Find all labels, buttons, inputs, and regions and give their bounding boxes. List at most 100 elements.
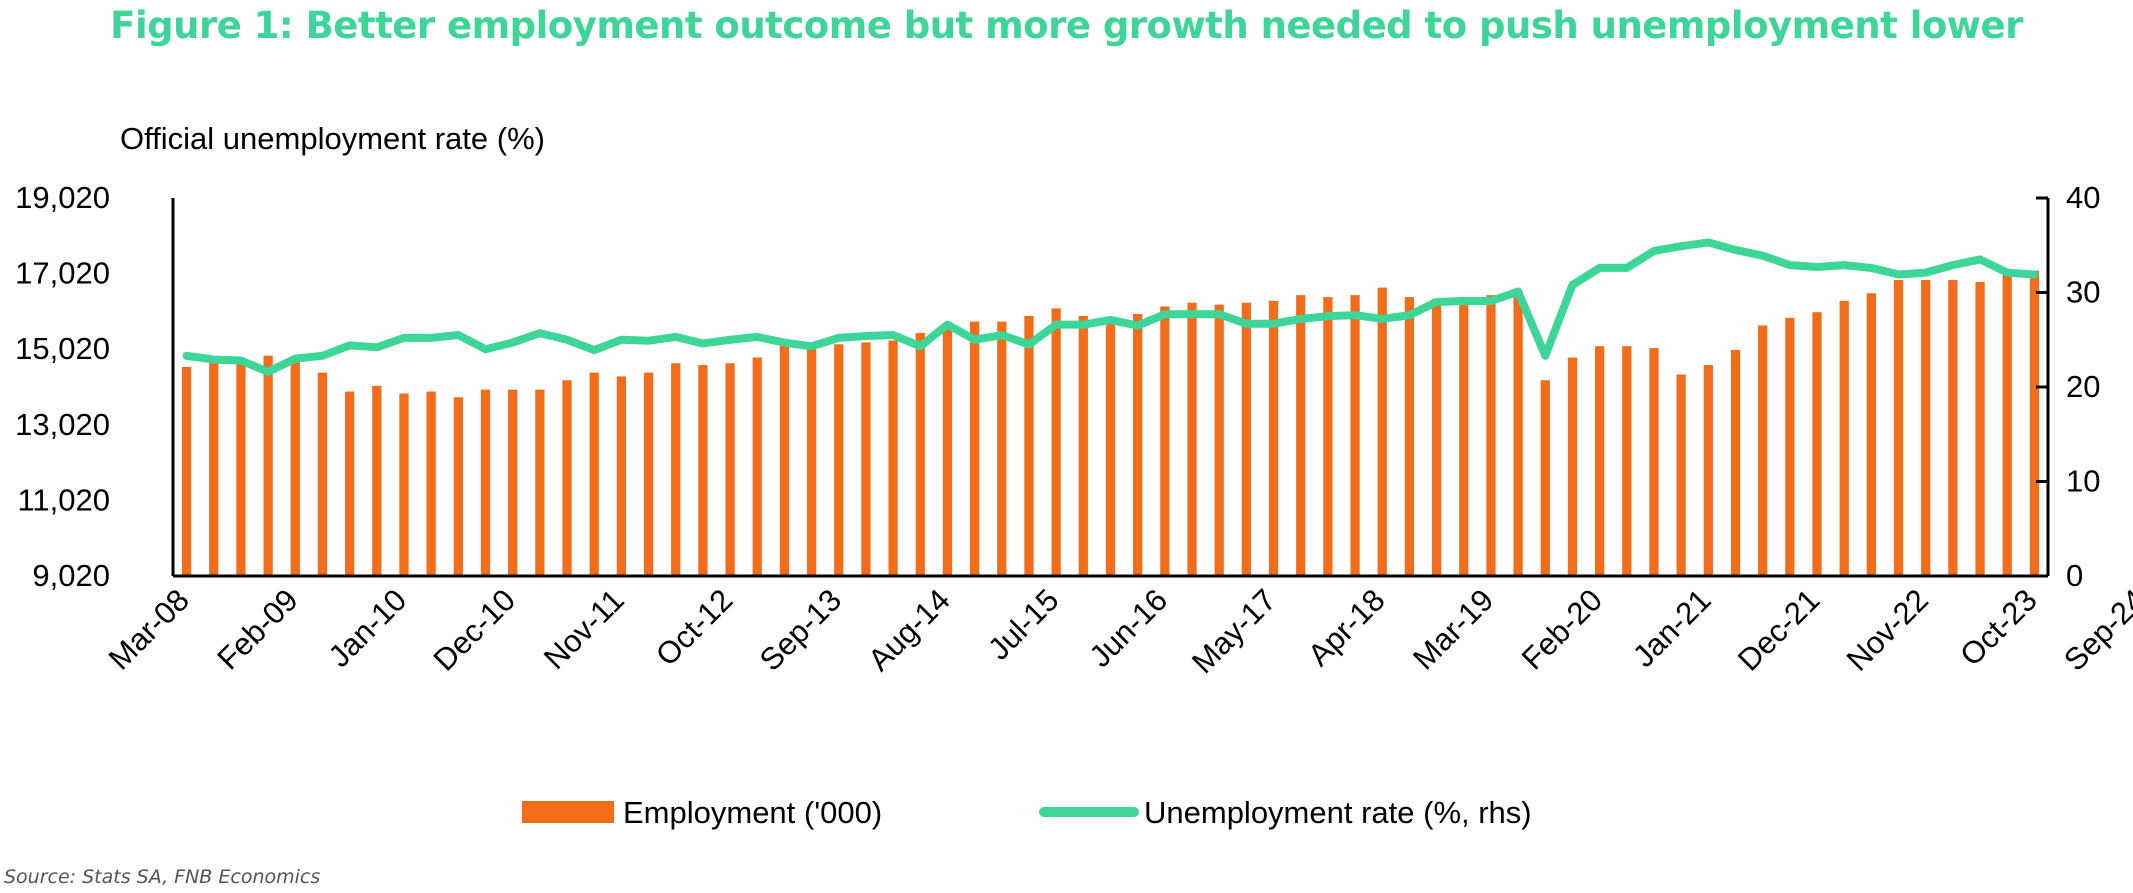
employment-bar	[1649, 348, 1659, 576]
legend: Employment ('000) Unemployment rate (%, …	[522, 795, 1532, 830]
employment-bar	[236, 363, 246, 576]
employment-bar	[426, 391, 436, 576]
right-axis-tick-label: 10	[2066, 464, 2100, 499]
employment-bar	[698, 365, 708, 576]
legend-swatch-employment	[522, 801, 614, 823]
employment-bar	[290, 361, 300, 576]
left-axis-tick-label: 17,020	[15, 256, 110, 291]
employment-bar	[942, 325, 953, 576]
employment-bar	[1459, 297, 1469, 576]
x-axis-tick-label: Jun-16	[1082, 582, 1174, 674]
employment-bar	[1921, 280, 1931, 576]
employment-bar	[1567, 357, 1578, 576]
employment-bar	[1812, 312, 1822, 576]
employment-bar	[671, 363, 681, 576]
x-axis-tick-label: Nov-11	[537, 582, 631, 676]
employment-bar	[480, 389, 491, 576]
employment-bar	[725, 363, 735, 576]
right-axis-tick-label: 0	[2066, 558, 2083, 593]
employment-bar	[562, 380, 572, 576]
employment-bar	[1540, 380, 1550, 576]
employment-bar	[1730, 349, 1741, 576]
employment-bar	[970, 321, 980, 576]
employment-bar	[1105, 319, 1116, 576]
employment-bar	[372, 385, 382, 576]
x-axis-tick-label: Oct-12	[649, 582, 740, 673]
employment-bar	[345, 391, 355, 576]
employment-bar	[317, 372, 328, 576]
source-note: Source: Stats SA, FNB Economics	[4, 866, 321, 888]
x-axis-tick-label: Feb-20	[1515, 582, 1609, 676]
left-axis-tick-label: 9,020	[32, 558, 110, 593]
employment-bar	[1676, 374, 1686, 576]
employment-bar	[181, 366, 192, 576]
employment-bar	[1214, 304, 1224, 576]
x-axis-tick-label: Dec-21	[1731, 582, 1826, 677]
employment-bar	[508, 389, 518, 576]
employment-bar	[1839, 300, 1849, 576]
employment-bar	[779, 344, 790, 576]
employment-bar	[1595, 346, 1605, 576]
x-axis-tick-label: Dec-10	[427, 582, 522, 677]
employment-bar	[1431, 298, 1442, 576]
x-axis-tick-label: Jan-10	[322, 582, 414, 674]
employment-bar	[263, 355, 273, 576]
right-axis-tick-label: 20	[2066, 369, 2100, 404]
employment-bar	[616, 376, 626, 576]
employment-bar	[915, 332, 925, 576]
employment-bar	[834, 344, 844, 576]
legend-label-unemployment: Unemployment rate (%, rhs)	[1144, 795, 1532, 830]
legend-label-employment: Employment ('000)	[623, 795, 882, 830]
employment-bar	[1187, 302, 1197, 576]
line-layer	[182, 238, 2039, 376]
x-axis-tick-label: Aug-14	[861, 582, 956, 677]
employment-bar	[1758, 325, 1768, 576]
employment-bar	[209, 359, 219, 576]
employment-bar	[535, 389, 545, 576]
x-axis-tick-label: Feb-09	[210, 582, 304, 676]
employment-bar	[1486, 295, 1496, 576]
employment-bar	[589, 372, 599, 576]
employment-bar	[1703, 365, 1713, 576]
left-axis-tick-label: 19,020	[15, 180, 110, 215]
x-axis-tick-label: Jan-21	[1626, 582, 1718, 674]
x-axis-tick-label: Mar-19	[1406, 582, 1500, 676]
employment-bar	[1377, 287, 1387, 576]
x-axis-tick-label: Mar-08	[102, 582, 196, 676]
right-axis-tick-label: 40	[2066, 180, 2100, 215]
employment-bar	[1350, 295, 1360, 576]
employment-bar	[888, 340, 898, 576]
employment-bar	[1513, 297, 1523, 576]
left-axis-tick-label: 11,020	[17, 482, 110, 517]
employment-bar	[2002, 272, 2012, 576]
x-axis-tick-label: Oct-23	[1953, 582, 2044, 673]
employment-bar	[997, 321, 1007, 576]
employment-bar	[1296, 295, 1306, 576]
x-axis-tick-label: Apr-18	[1301, 582, 1392, 673]
employment-bar	[806, 346, 817, 576]
employment-bar	[1975, 281, 1985, 576]
employment-bar	[399, 393, 409, 576]
employment-bar	[1404, 297, 1415, 576]
x-axis-tick-label: Jul-15	[981, 582, 1065, 666]
right-axis-tick-label: 30	[2066, 275, 2100, 310]
left-axis-tick-label: 15,020	[15, 331, 110, 366]
employment-bar	[1785, 317, 1795, 576]
bars-layer	[181, 270, 2040, 576]
x-axis-tick-label: Sep-24	[2057, 582, 2133, 677]
employment-bar	[643, 372, 654, 576]
employment-bar	[1893, 280, 1904, 576]
employment-bar	[1323, 297, 1333, 576]
employment-bar	[1160, 306, 1170, 576]
employment-bar	[1133, 314, 1143, 576]
employment-bar	[1024, 315, 1034, 576]
employment-bar	[861, 342, 871, 576]
employment-bar	[752, 357, 762, 576]
employment-bar	[1866, 293, 1876, 576]
employment-bar	[453, 397, 463, 576]
x-axis-tick-label: Sep-13	[753, 582, 848, 677]
employment-bar	[1948, 280, 1958, 576]
left-axis-tick-label: 13,020	[15, 407, 110, 442]
x-axis-tick-label: Nov-22	[1840, 582, 1935, 677]
left-axis-title: Official unemployment rate (%)	[120, 121, 545, 156]
